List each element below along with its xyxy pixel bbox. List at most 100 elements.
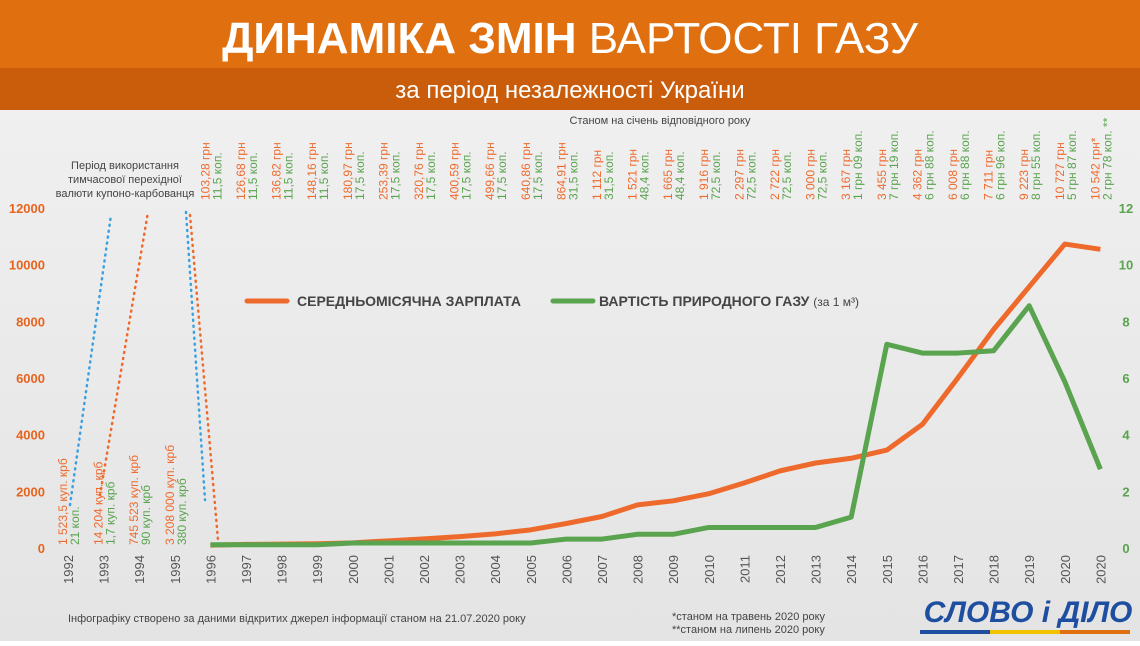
y-tick-label: 8000 [16, 314, 45, 329]
kupon-dotted-line [188, 213, 220, 542]
value-label: 6 008 грн [946, 149, 960, 200]
x-tick-label: 2008 [631, 555, 646, 584]
x-tick-label: 2017 [951, 555, 966, 584]
x-tick-label: 2005 [524, 555, 539, 584]
x-tick-label: 1992 [61, 555, 76, 584]
x-tick-label: 1999 [310, 555, 325, 584]
note-left: валюти купоно-карбованця [56, 188, 195, 200]
x-tick-label: 2020 [1058, 555, 1073, 584]
value-label: 126,68 грн [234, 142, 248, 200]
value-label: 17,5 коп. [424, 151, 438, 200]
value-label: 864,91 грн [554, 142, 568, 200]
x-tick-label: 2014 [844, 555, 859, 584]
value-label: 11,5 коп. [317, 152, 331, 200]
value-label: 745 523 куп. крб [127, 455, 141, 545]
value-label: 31,5 коп. [566, 151, 580, 200]
value-label: 72,5 коп. [709, 151, 723, 200]
value-label: 180,97 грн [341, 142, 355, 200]
value-label: 6 грн 88 коп. [958, 130, 972, 200]
x-tick-label: 1998 [275, 555, 290, 584]
note-left: Період використання [71, 160, 179, 172]
x-tick-label: 2013 [809, 555, 824, 584]
value-label: 3 208 000 куп. крб [163, 445, 177, 545]
x-tick-label: 2010 [702, 555, 717, 584]
legend-label: ВАРТІСТЬ ПРИРОДНОГО ГАЗУ (за 1 м³) [599, 293, 859, 309]
x-tick-label: 1996 [203, 555, 218, 584]
value-label: 2 грн 78 коп. ** [1100, 117, 1114, 200]
y-tick-label: 4000 [16, 428, 45, 443]
value-label: 380 куп. крб [175, 478, 189, 545]
value-label: 3 000 грн [804, 149, 818, 200]
legend-label: СЕРЕДНЬОМІСЯЧНА ЗАРПЛАТА [297, 293, 521, 309]
title-bold: ДИНАМІКА ЗМІН [222, 14, 576, 63]
x-tick-label: 1997 [239, 555, 254, 584]
y-tick-label: 12000 [9, 201, 45, 216]
x-tick-label: 2000 [346, 555, 361, 584]
title-regular: ВАРТОСТІ ГАЗУ [589, 14, 919, 63]
value-label: 1 521 грн [626, 149, 640, 200]
value-label: 499,66 грн [483, 142, 497, 200]
value-label: 17,5 коп. [460, 151, 474, 200]
y2-tick-label: 4 [1122, 428, 1130, 443]
value-label: 3 167 грн [839, 149, 853, 200]
value-label: 1 523,5 куп. крб [56, 458, 70, 545]
value-label: 6 грн 96 коп. [994, 130, 1008, 200]
value-label: 253,39 грн [376, 142, 390, 200]
value-label: 21 коп. [68, 506, 82, 545]
value-label: 17,5 коп. [531, 151, 545, 200]
x-tick-label: 2009 [666, 555, 681, 584]
y2-tick-label: 10 [1119, 258, 1133, 273]
x-tick-label: 2004 [488, 555, 503, 584]
value-label: 7 грн 19 коп. [887, 130, 901, 200]
value-label: 72,5 коп. [744, 151, 758, 200]
legend-name: ВАРТІСТЬ ПРИРОДНОГО ГАЗУ [599, 293, 810, 309]
x-tick-label: 2006 [559, 555, 574, 584]
y2-tick-label: 8 [1122, 314, 1129, 329]
note-left: тимчасової перехідної [68, 174, 182, 186]
logo: СЛОВО і ДІЛО [924, 596, 1133, 629]
x-tick-label: 2020 [1093, 555, 1108, 584]
kupon-dotted-line [98, 210, 150, 497]
y-tick-label: 0 [38, 541, 45, 556]
note-top: Станом на січень відповідного року [570, 115, 751, 127]
y2-tick-label: 2 [1122, 484, 1129, 499]
logo-stripe [990, 630, 1060, 634]
footer-source: Інфографіку створено за даними відкритих… [68, 613, 526, 625]
y-tick-label: 10000 [9, 258, 45, 273]
value-label: 136,82 грн [270, 142, 284, 200]
value-label: 48,4 коп. [673, 151, 687, 200]
x-tick-label: 1993 [97, 555, 112, 584]
x-tick-label: 2003 [453, 555, 468, 584]
value-label: 9 223 грн [1017, 149, 1031, 200]
value-label: 5 грн 87 коп. [1065, 130, 1079, 200]
y2-tick-label: 6 [1122, 371, 1129, 386]
value-label: 8 грн 55 коп. [1029, 130, 1043, 200]
x-tick-label: 2019 [1022, 555, 1037, 584]
value-label: 90 куп. крб [139, 485, 153, 545]
value-label: 1 грн 09 коп. [851, 130, 865, 200]
x-tick-label: 2018 [987, 555, 1002, 584]
x-tick-label: 2012 [773, 555, 788, 584]
kupon-dotted-line [184, 210, 207, 502]
logo-stripe [1060, 630, 1130, 634]
x-tick-label: 2001 [381, 555, 396, 584]
y-tick-label: 2000 [16, 484, 45, 499]
subtitle: за період незалежності України [395, 77, 744, 104]
value-label: 10 727 грн [1053, 142, 1067, 200]
value-label: 14 204 куп. крб [92, 461, 106, 545]
value-label: 17,5 коп. [353, 151, 367, 200]
x-tick-label: 2016 [915, 555, 930, 584]
value-label: 10 542 грн* [1088, 137, 1102, 200]
value-label: 72,5 коп. [816, 151, 830, 200]
value-label: 1,7 куп. крб [104, 482, 118, 545]
value-label: 11,5 коп. [210, 152, 224, 200]
x-tick-label: 2007 [595, 555, 610, 584]
value-label: 11,5 коп. [282, 152, 296, 200]
value-label: 103,28 грн [198, 142, 212, 200]
value-label: 3 455 грн [875, 149, 889, 200]
value-label: 31,5 коп. [602, 151, 616, 200]
value-label: 1 112 грн [590, 150, 604, 200]
value-label: 1 665 грн [661, 149, 675, 200]
series-line [210, 303, 1103, 548]
